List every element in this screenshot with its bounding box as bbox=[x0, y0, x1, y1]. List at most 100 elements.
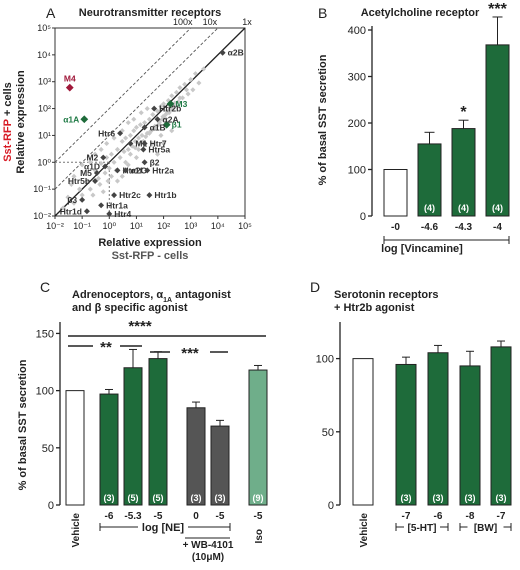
panel-c-letter: C bbox=[40, 279, 50, 295]
a-background-point bbox=[121, 149, 127, 155]
d-bar bbox=[427, 352, 449, 506]
panel-b-chart: 0 100 200 300 400 -0 (4) -4.6 (4) * -4.3 (4) *** -4 bbox=[348, 1, 510, 244]
panel-b-ylabel: % of basal SST secretion bbox=[317, 54, 329, 185]
d-n-label: (3) bbox=[401, 493, 412, 503]
c-bar bbox=[99, 393, 119, 506]
a-background-point bbox=[60, 205, 66, 211]
a-ytick-label: 10³ bbox=[38, 77, 51, 87]
a-point-M3 bbox=[166, 99, 175, 108]
c-bar bbox=[65, 390, 85, 506]
a-xtick-label: 10³ bbox=[184, 221, 197, 231]
panel-c: C Adrenoceptors, α1A antagonist and β sp… bbox=[17, 279, 268, 563]
a-background-point bbox=[196, 80, 202, 86]
c-ytick-label: 150 bbox=[36, 328, 54, 340]
c-bar bbox=[248, 369, 268, 506]
a-label-α1D: α1D bbox=[84, 161, 100, 171]
a-background-point bbox=[127, 132, 133, 138]
a-background-point bbox=[177, 85, 183, 91]
a-point-α2B bbox=[219, 49, 226, 56]
a-point-α1B bbox=[141, 124, 148, 131]
panel-a-ylabel2: Sst-RFP + cells bbox=[2, 82, 14, 162]
c-wb-label: + WB-4101 bbox=[183, 540, 234, 551]
a-background-point bbox=[183, 87, 190, 93]
d-bar bbox=[459, 365, 481, 506]
panel-b-xlabel: log [Vincamine] bbox=[381, 243, 463, 255]
a-background-point bbox=[104, 140, 110, 147]
a-label-α2C: α2C bbox=[131, 165, 147, 175]
b-ytick-label: 200 bbox=[348, 118, 366, 130]
a-background-point bbox=[190, 87, 196, 93]
d-bar bbox=[352, 358, 374, 506]
b-bar bbox=[383, 169, 408, 217]
d-category-label: -8 bbox=[466, 511, 475, 522]
d-group-label: [5-HT] bbox=[408, 523, 437, 534]
a-background-point bbox=[97, 181, 103, 187]
panel-c-title-line2: and β specific agonist bbox=[72, 302, 188, 314]
d-group-label-bg bbox=[404, 520, 440, 534]
a-point-Htr2c bbox=[111, 192, 118, 199]
a-background-point bbox=[188, 77, 194, 83]
a-background-point bbox=[119, 138, 125, 144]
a-label-Htr5b: Htr5b bbox=[68, 176, 90, 186]
a-background-point bbox=[138, 110, 144, 116]
a-background-point bbox=[132, 138, 138, 144]
a-background-point bbox=[150, 111, 156, 118]
panel-a-letter: A bbox=[46, 5, 56, 21]
d-group-label: [BW] bbox=[474, 523, 497, 534]
a-background-point bbox=[155, 151, 161, 157]
a-point-Htr1b bbox=[146, 192, 153, 199]
d-category-vehicle: Vehicle bbox=[359, 513, 370, 548]
a-label-α1B: α1B bbox=[150, 122, 166, 132]
panel-b-title: Acetylcholine receptor bbox=[361, 7, 480, 19]
a-label-β1: β1 bbox=[172, 120, 182, 130]
a-xtick-label: 10⁻² bbox=[46, 221, 64, 231]
a-point-β2 bbox=[141, 159, 148, 166]
a-background-point bbox=[164, 108, 170, 114]
a-background-point bbox=[114, 146, 121, 153]
a-diagonal-10x bbox=[54, 27, 219, 190]
panel-b-letter: B bbox=[318, 5, 327, 21]
c-n-label: (3) bbox=[215, 493, 226, 503]
c-ne-label: log [NE] bbox=[142, 522, 184, 534]
a-xtick-label: 10⁰ bbox=[102, 221, 116, 231]
panel-a-diagonals: 100x 10x 1x bbox=[54, 17, 252, 217]
a-point-β3 bbox=[79, 196, 86, 203]
c-bar bbox=[186, 407, 206, 506]
a-point-Htr1f bbox=[114, 167, 121, 174]
c-n-label: (5) bbox=[153, 493, 164, 503]
panel-a-xlabel: Relative expression bbox=[98, 237, 202, 249]
a-background-point bbox=[147, 128, 154, 135]
b-bar bbox=[485, 44, 510, 217]
d-n-label: (3) bbox=[433, 493, 444, 503]
a-ytick-label: 10⁻¹ bbox=[33, 184, 51, 194]
a-xtick-label: 10⁴ bbox=[211, 221, 225, 231]
c-iso-label: Iso bbox=[254, 529, 265, 543]
panel-d-title-line1: Serotonin receptors bbox=[334, 289, 439, 301]
a-background-point bbox=[185, 91, 191, 97]
a-xtick-label: 10² bbox=[157, 221, 170, 231]
d-bar bbox=[395, 363, 417, 506]
c-ne-label-bg bbox=[138, 520, 188, 534]
c-n-label: (3) bbox=[104, 493, 115, 503]
a-background-point bbox=[131, 128, 137, 134]
b-n-label: (4) bbox=[492, 203, 503, 213]
d-ytick-label: 50 bbox=[322, 427, 334, 439]
a-diagonal-100x bbox=[54, 27, 192, 163]
d-bar bbox=[490, 346, 512, 506]
b-category-label: -4.6 bbox=[421, 222, 439, 233]
a-background-point bbox=[152, 123, 158, 129]
b-category-label: -4.3 bbox=[455, 222, 473, 233]
panel-c-ylabel: % of basal SST secretion bbox=[17, 359, 29, 490]
panel-d-letter: D bbox=[310, 279, 320, 295]
d-group-label-bg bbox=[467, 520, 504, 534]
a-background-point bbox=[182, 81, 188, 87]
a-ytick-label: 10⁻² bbox=[33, 211, 51, 221]
c-bar bbox=[123, 367, 143, 506]
a-background-point bbox=[177, 95, 183, 101]
a-background-point bbox=[87, 186, 93, 192]
a-label-M2: M2 bbox=[86, 153, 98, 163]
panel-a-xlabel2: Sst-RFP - cells bbox=[112, 250, 189, 262]
a-background-point bbox=[114, 178, 121, 184]
a-label-α2A: α2A bbox=[163, 114, 179, 124]
a-background-point bbox=[79, 192, 85, 198]
